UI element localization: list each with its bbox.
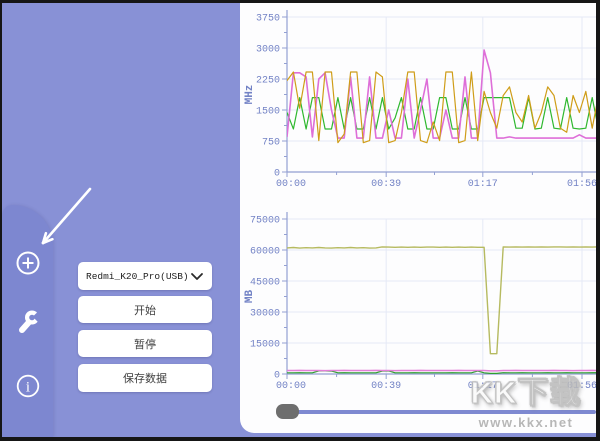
y-tick-label: 75000 <box>250 216 280 227</box>
start-button[interactable]: 开始 <box>78 296 212 323</box>
x-tick-label: 01:17 <box>468 381 498 392</box>
cpu-frequency-chart: 0 750 1500 2250 3000 3750 00:00 00:39 01:17 01:56… <box>244 10 596 190</box>
y-tick-label: 45000 <box>250 278 280 289</box>
x-tick-label: 00:39 <box>371 381 401 392</box>
settings-button[interactable] <box>2 302 53 342</box>
y-tick-label: 2250 <box>256 76 280 87</box>
pause-button[interactable]: 暂停 <box>78 330 212 357</box>
info-circle-icon: i <box>16 374 39 398</box>
y-tick-label: 0 <box>274 371 280 382</box>
y-tick-label: 60000 <box>250 247 280 258</box>
y-tick-label: 1500 <box>256 107 280 118</box>
mem-green-line <box>287 370 596 374</box>
y-tick-label: 30000 <box>250 309 280 320</box>
y-tick-label: 15000 <box>250 340 280 351</box>
freq-green-line <box>287 96 596 130</box>
window-content: i Redmi_K20_Pro(USB) 开始 暂停 保存数据 0 750 1500… <box>2 3 596 437</box>
x-tick-label: 01:17 <box>468 179 498 190</box>
pointer-arrow <box>41 187 92 245</box>
save-data-button[interactable]: 保存数据 <box>78 364 212 392</box>
x-tick-label: 00:00 <box>276 381 306 392</box>
memory-chart: 0 15000 30000 45000 60000 75000 00:00 00:39 01:1… <box>244 212 596 392</box>
charts-canvas: 0 750 1500 2250 3000 3750 00:00 00:39 01:17 01:56… <box>244 10 596 392</box>
freq-magenta-line <box>287 49 596 139</box>
x-tick-label: 00:39 <box>371 179 401 190</box>
mem-olive-line <box>287 246 596 355</box>
y-tick-label: 750 <box>262 138 280 149</box>
x-tick-label: 00:00 <box>276 179 306 190</box>
x-tick-label: 01:56 <box>567 381 596 392</box>
y-axis-title: MB <box>244 290 256 304</box>
y-tick-label: 3750 <box>256 14 280 25</box>
chart-card: 0 750 1500 2250 3000 3750 00:00 00:39 01:17 01:56… <box>240 3 596 433</box>
x-tick-label: 01:56 <box>567 179 596 190</box>
wrench-icon <box>18 310 42 333</box>
svg-text:i: i <box>25 379 29 395</box>
freq-orange-line <box>287 71 596 144</box>
plus-circle-icon <box>16 251 39 275</box>
device-select[interactable]: Redmi_K20_Pro(USB) <box>78 262 212 290</box>
y-tick-label: 3000 <box>256 45 280 56</box>
mem-magenta-line <box>287 369 596 372</box>
y-tick-label: 0 <box>274 169 280 180</box>
y-axis-title: MHz <box>244 85 256 105</box>
info-button[interactable]: i <box>2 366 53 406</box>
timeline-slider-thumb[interactable] <box>276 404 299 419</box>
chevron-down-icon <box>191 272 203 280</box>
timeline-slider-track[interactable] <box>282 410 596 414</box>
add-device-button[interactable] <box>2 243 53 283</box>
device-select-value: Redmi_K20_Pro(USB) <box>86 270 189 282</box>
